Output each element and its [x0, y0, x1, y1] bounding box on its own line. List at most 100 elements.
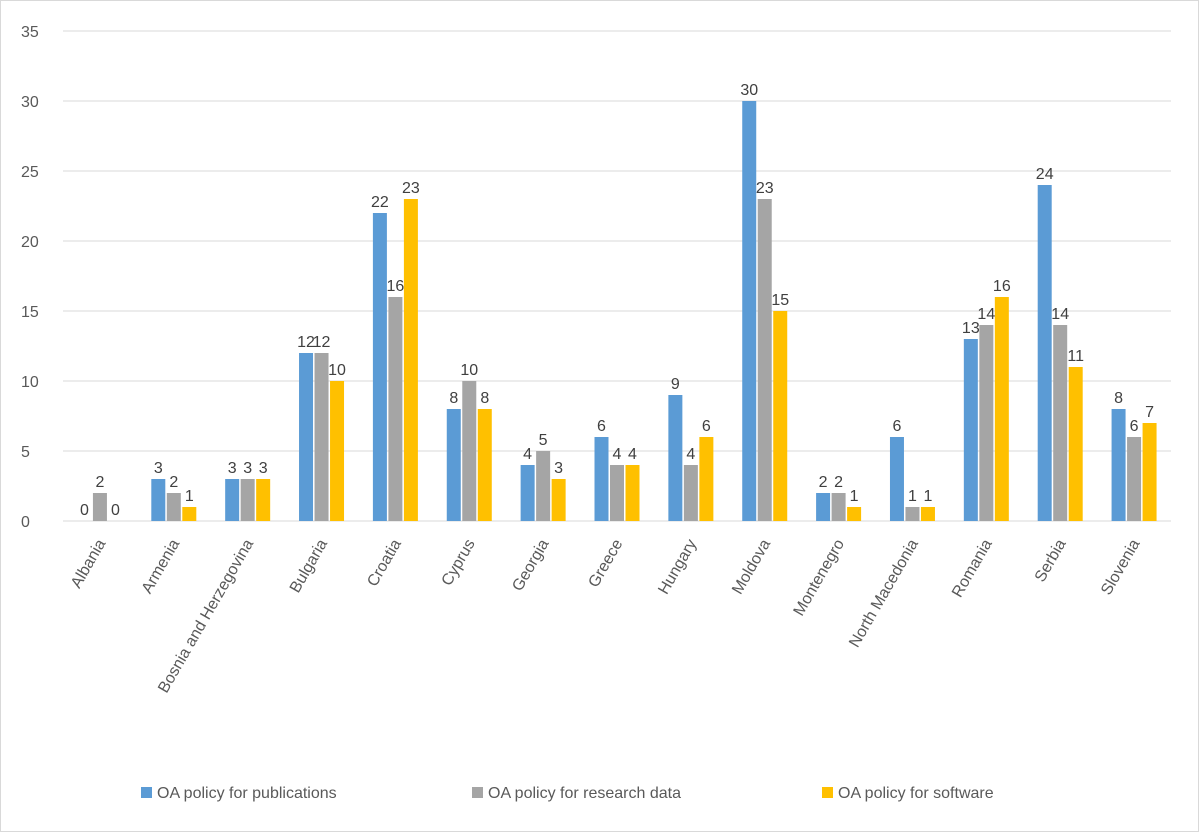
data-label: 1 [850, 488, 859, 505]
data-label: 2 [834, 474, 843, 491]
bar [477, 409, 492, 521]
bar [979, 325, 994, 521]
data-label: 14 [977, 306, 995, 323]
data-label: 6 [702, 418, 711, 435]
bar [1053, 325, 1068, 521]
bar [520, 465, 535, 521]
data-label: 5 [539, 432, 548, 449]
bar [182, 507, 197, 521]
bar [388, 297, 403, 521]
bar [1037, 185, 1052, 521]
bar [742, 101, 757, 521]
data-label: 3 [228, 460, 237, 477]
y-tick-label: 5 [21, 444, 30, 461]
x-tick-label: Hungary [655, 537, 700, 598]
legend-label: OA policy for research data [488, 785, 681, 802]
data-label: 3 [243, 460, 252, 477]
data-label: 4 [628, 446, 637, 463]
bar [831, 493, 846, 521]
data-label: 4 [523, 446, 532, 463]
bar [847, 507, 862, 521]
y-tick-label: 10 [21, 374, 39, 391]
data-label: 16 [387, 278, 405, 295]
x-tick-label: Montenegro [791, 536, 848, 619]
bar [1068, 367, 1083, 521]
data-label: 3 [259, 460, 268, 477]
data-label: 3 [554, 460, 563, 477]
data-label: 12 [297, 334, 315, 351]
data-label: 6 [1130, 418, 1139, 435]
bar [920, 507, 935, 521]
data-label: 2 [169, 474, 178, 491]
bar [699, 437, 714, 521]
bar [1142, 423, 1157, 521]
data-label: 14 [1051, 306, 1069, 323]
x-tick-label: Croatia [364, 536, 405, 589]
bar [151, 479, 166, 521]
x-tick-label: Moldova [729, 536, 774, 597]
bar [446, 409, 461, 521]
x-tick-label: Serbia [1032, 536, 1070, 585]
bar [92, 493, 107, 521]
data-label: 6 [893, 418, 902, 435]
data-label: 4 [613, 446, 622, 463]
bar [166, 493, 181, 521]
data-label: 9 [671, 376, 680, 393]
x-tick-label: Slovenia [1098, 536, 1143, 598]
data-label: 4 [686, 446, 695, 463]
legend-swatch [141, 787, 152, 798]
bar [536, 451, 551, 521]
bar [773, 311, 788, 521]
data-label: 8 [449, 390, 458, 407]
bar [1127, 437, 1142, 521]
data-label: 24 [1036, 166, 1054, 183]
legend-label: OA policy for software [838, 785, 994, 802]
data-label: 10 [460, 362, 478, 379]
x-tick-label: Greece [586, 536, 627, 590]
y-tick-label: 25 [21, 164, 39, 181]
data-label: 8 [1114, 390, 1123, 407]
data-label: 15 [771, 292, 789, 309]
bar [225, 479, 240, 521]
bar [240, 479, 255, 521]
bar [994, 297, 1009, 521]
bar [610, 465, 624, 521]
data-label: 12 [313, 334, 331, 351]
x-tick-label: Albania [68, 536, 109, 591]
y-tick-label: 15 [21, 304, 39, 321]
data-label: 2 [95, 474, 104, 491]
data-label: 8 [480, 390, 489, 407]
bar [551, 479, 566, 521]
data-label: 0 [80, 502, 89, 519]
x-tick-label: Bulgaria [287, 536, 331, 595]
x-tick-label: Armenia [139, 536, 184, 596]
bar [372, 213, 387, 521]
y-tick-label: 0 [21, 514, 30, 531]
legend-label: OA policy for publications [157, 785, 337, 802]
y-tick-label: 20 [21, 234, 39, 251]
bar [314, 353, 329, 521]
bar [299, 353, 314, 521]
data-label: 2 [819, 474, 828, 491]
bar [594, 437, 609, 521]
bar [963, 339, 978, 521]
data-label: 23 [756, 180, 774, 197]
legend-swatch [822, 787, 833, 798]
bar [889, 437, 904, 521]
legend-swatch [472, 787, 483, 798]
data-label: 0 [111, 502, 120, 519]
bar [1111, 409, 1126, 521]
x-tick-label: North Macedonia [846, 536, 922, 650]
x-tick-label: Georgia [509, 536, 552, 594]
bar [757, 199, 772, 521]
data-label: 10 [328, 362, 346, 379]
data-label: 6 [597, 418, 606, 435]
data-label: 1 [924, 488, 933, 505]
data-label: 1 [908, 488, 917, 505]
y-tick-label: 35 [21, 24, 39, 41]
data-label: 7 [1145, 404, 1154, 421]
bar [683, 465, 698, 521]
x-tick-label: Cyprus [439, 537, 479, 589]
